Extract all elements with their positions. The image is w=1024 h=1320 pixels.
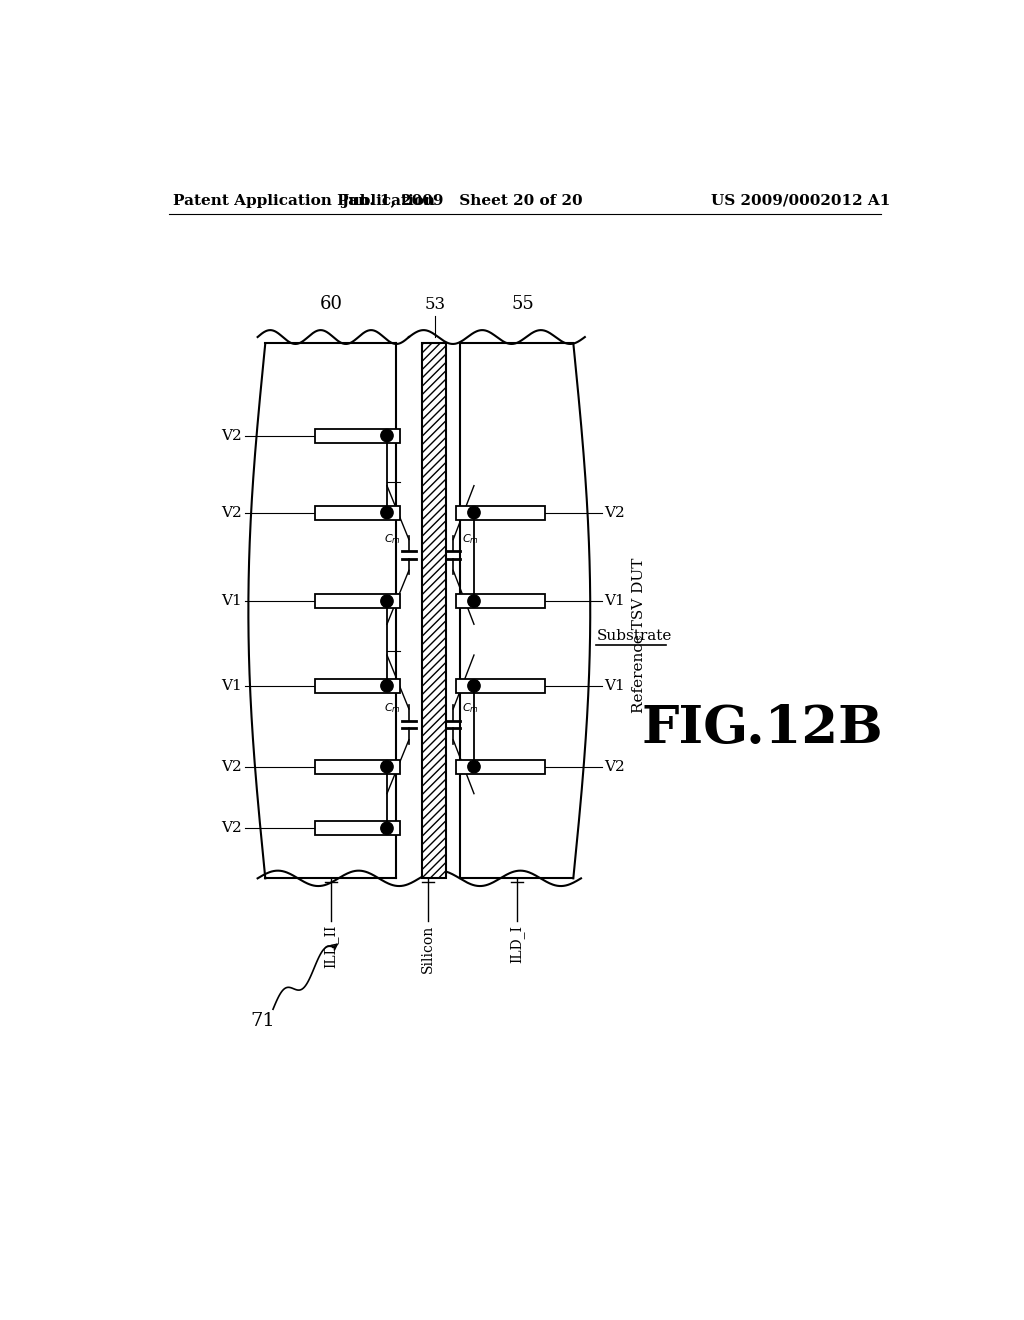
Text: V2: V2 (221, 821, 243, 836)
Text: $C_m$: $C_m$ (462, 701, 478, 715)
Circle shape (381, 595, 393, 607)
Text: V1: V1 (604, 678, 625, 693)
Text: V2: V2 (221, 506, 243, 520)
Text: Reference TSV DUT: Reference TSV DUT (632, 558, 646, 714)
Text: $C_m$: $C_m$ (384, 701, 400, 715)
Polygon shape (315, 429, 400, 442)
Circle shape (468, 760, 480, 774)
Text: V2: V2 (221, 760, 243, 774)
Circle shape (468, 680, 480, 692)
Polygon shape (315, 760, 400, 774)
Polygon shape (315, 594, 400, 609)
Polygon shape (315, 506, 400, 520)
Circle shape (381, 507, 393, 519)
Text: ILD_II: ILD_II (324, 924, 338, 968)
Circle shape (468, 595, 480, 607)
Circle shape (381, 760, 393, 774)
Text: Substrate: Substrate (596, 630, 672, 644)
Text: ILD_I: ILD_I (509, 924, 524, 962)
Text: V2: V2 (604, 506, 625, 520)
Circle shape (381, 680, 393, 692)
Text: $C_m$: $C_m$ (462, 532, 478, 545)
Text: FIG.12B: FIG.12B (641, 702, 883, 754)
Circle shape (381, 822, 393, 834)
Text: V1: V1 (221, 678, 243, 693)
Polygon shape (457, 594, 545, 609)
Polygon shape (457, 760, 545, 774)
Text: 53: 53 (424, 296, 445, 313)
Text: V1: V1 (604, 594, 625, 609)
Text: US 2009/0002012 A1: US 2009/0002012 A1 (711, 194, 890, 207)
Text: $C_m$: $C_m$ (384, 532, 400, 545)
Text: Jan. 1, 2009   Sheet 20 of 20: Jan. 1, 2009 Sheet 20 of 20 (341, 194, 583, 207)
Text: Patent Application Publication: Patent Application Publication (173, 194, 435, 207)
Circle shape (381, 429, 393, 442)
Polygon shape (457, 506, 545, 520)
Polygon shape (457, 678, 545, 693)
Text: V2: V2 (604, 760, 625, 774)
Text: V1: V1 (221, 594, 243, 609)
Text: V2: V2 (221, 429, 243, 442)
Polygon shape (315, 821, 400, 836)
Text: 71: 71 (250, 1012, 274, 1030)
Polygon shape (422, 343, 446, 878)
Polygon shape (315, 678, 400, 693)
Text: 55: 55 (512, 294, 535, 313)
Text: Silicon: Silicon (421, 924, 435, 973)
Circle shape (468, 507, 480, 519)
Text: 60: 60 (319, 294, 342, 313)
